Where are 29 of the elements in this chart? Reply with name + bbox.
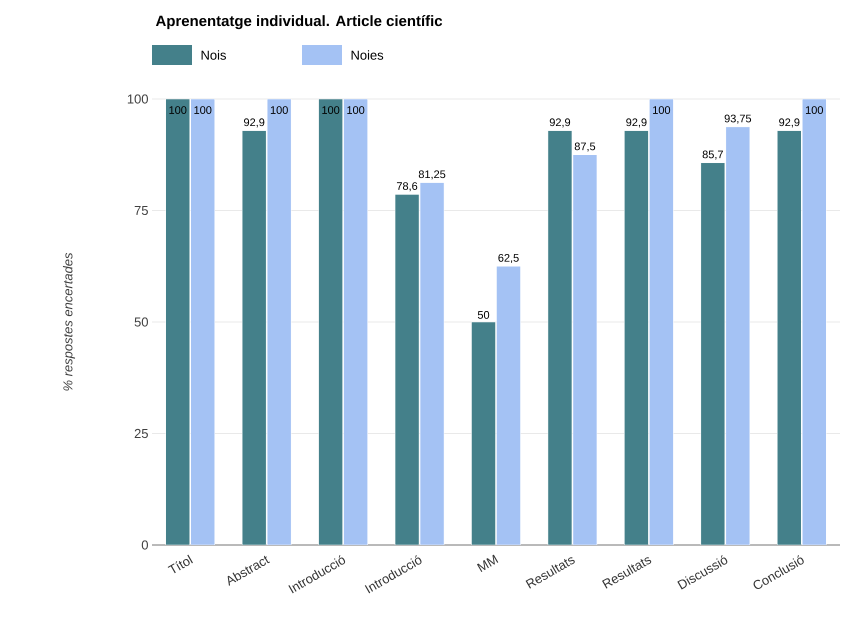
- data-label: 50: [478, 311, 490, 319]
- y-tick-label: 25: [134, 428, 148, 438]
- data-label: 85,7: [702, 150, 723, 160]
- data-label: 100: [347, 106, 364, 114]
- data-label: 62,5: [498, 254, 519, 264]
- x-tick-label: Títol: [168, 554, 193, 574]
- data-label: 93,75: [724, 114, 752, 124]
- y-tick-label: 75: [134, 206, 148, 216]
- data-label: 81,25: [418, 170, 446, 180]
- data-label: 87,5: [574, 142, 596, 152]
- data-label: 92,9: [550, 118, 570, 128]
- y-tick-label: 100: [128, 94, 148, 104]
- data-label: 100: [653, 106, 670, 114]
- data-label: 100: [322, 106, 340, 114]
- legend-label: Noies: [352, 50, 384, 60]
- data-label: 100: [194, 106, 212, 114]
- data-label: 92,9: [779, 118, 800, 128]
- x-tick-label: MM: [476, 554, 498, 572]
- y-tick-label: 50: [134, 317, 148, 327]
- data-label: 100: [169, 106, 186, 114]
- chart-title: Aprenentatge individual. Article científic: [156, 15, 442, 30]
- data-label: 78,6: [396, 182, 418, 192]
- legend-label: Nois: [202, 50, 226, 60]
- y-tick-label: 0: [142, 540, 148, 550]
- data-label: 92,9: [626, 118, 647, 128]
- data-label: 100: [270, 106, 288, 114]
- data-label: 100: [806, 106, 823, 114]
- y-axis-title: % respostes encertades: [62, 252, 76, 391]
- data-label: 92,9: [244, 118, 264, 128]
